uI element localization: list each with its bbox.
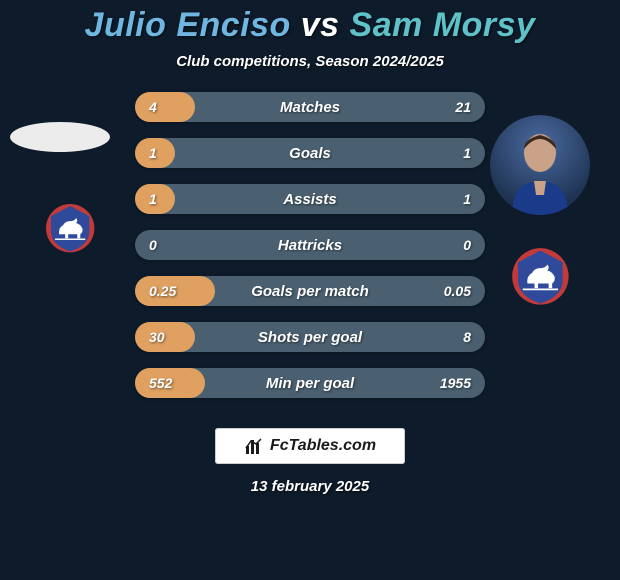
branding-text: FcTables.com [270,437,376,455]
stat-value-left: 0.25 [149,283,176,299]
stat-label: Hattricks [278,237,342,254]
stat-value-right: 21 [455,99,471,115]
stat-label: Min per goal [266,375,354,392]
stat-value-left: 4 [149,99,157,115]
stat-value-left: 552 [149,375,172,391]
stat-value-right: 0.05 [444,283,471,299]
stat-row: 30 Shots per goal 8 [135,322,485,352]
stat-value-left: 0 [149,237,157,253]
stat-highlight [135,322,195,352]
stat-value-right: 1 [463,145,471,161]
title-player1: Julio Enciso [85,6,291,44]
stat-value-right: 0 [463,237,471,253]
stat-row: 0 Hattricks 0 [135,230,485,260]
branding-badge: FcTables.com [215,428,405,464]
stat-value-right: 1955 [440,375,471,391]
stat-row: 4 Matches 21 [135,92,485,122]
stat-value-right: 8 [463,329,471,345]
title-vs: vs [291,6,350,44]
page-title: Julio Enciso vs Sam Morsy [85,6,536,45]
stat-row: 1 Assists 1 [135,184,485,214]
stat-label: Matches [280,99,340,116]
chart-icon [244,436,264,456]
subtitle: Club competitions, Season 2024/2025 [176,53,444,70]
stat-highlight [135,92,195,122]
title-player2: Sam Morsy [350,6,536,44]
stat-row: 0.25 Goals per match 0.05 [135,276,485,306]
stat-label: Shots per goal [258,329,362,346]
stat-label: Goals [289,145,331,162]
stat-label: Assists [283,191,336,208]
stat-value-left: 30 [149,329,165,345]
content: Julio Enciso vs Sam Morsy Club competiti… [0,0,620,580]
stat-row: 552 Min per goal 1955 [135,368,485,398]
stats-list: 4 Matches 21 1 Goals 1 1 Assists 1 0 Hattricks 0 0.2… [0,92,620,398]
stat-value-left: 1 [149,191,157,207]
stat-row: 1 Goals 1 [135,138,485,168]
stat-label: Goals per match [251,283,369,300]
stat-value-right: 1 [463,191,471,207]
date-text: 13 february 2025 [251,478,369,495]
stat-value-left: 1 [149,145,157,161]
